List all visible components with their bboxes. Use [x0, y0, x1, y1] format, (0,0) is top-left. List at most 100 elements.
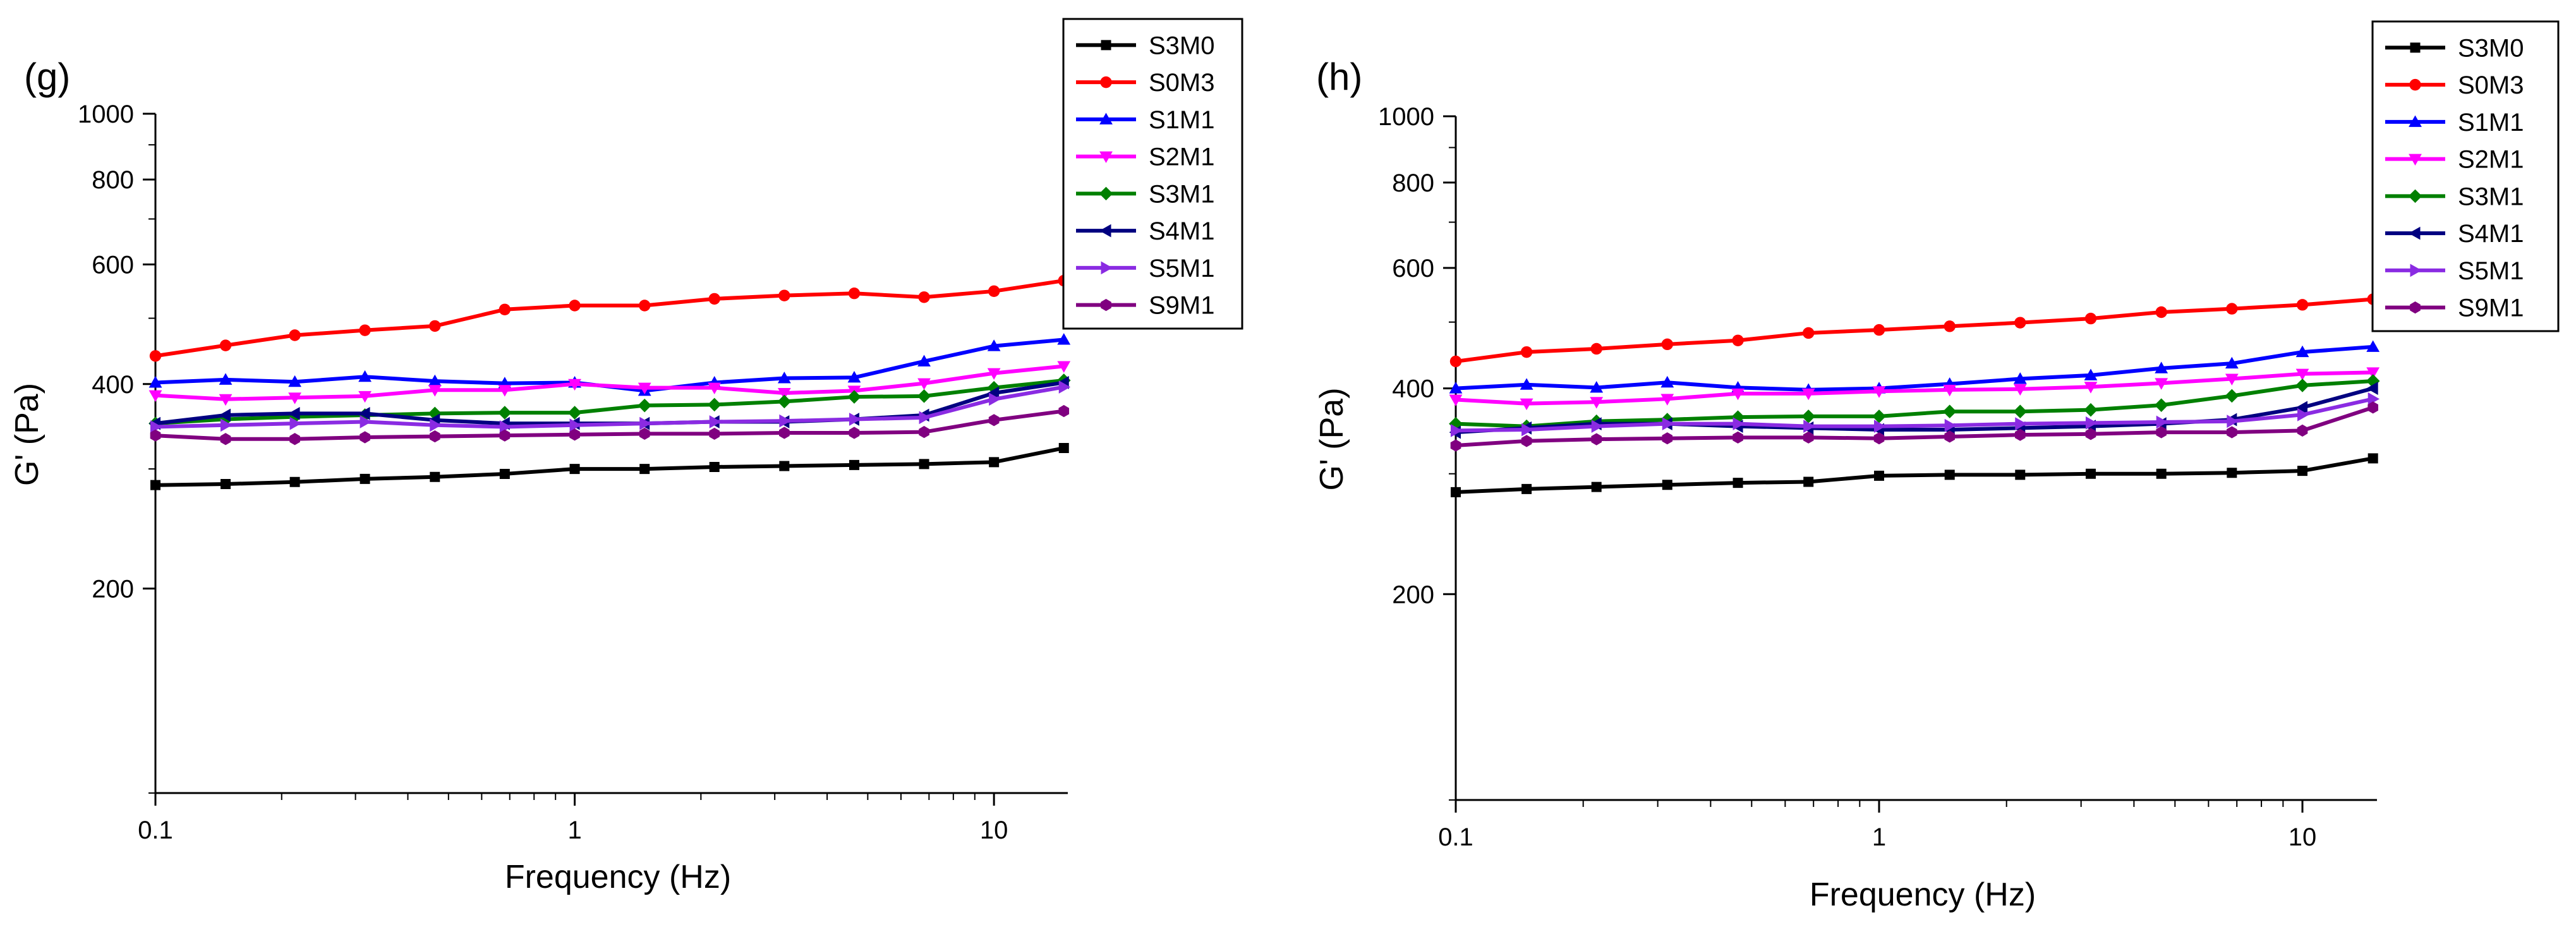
data-point — [918, 291, 930, 303]
legend-label-s3m0: S3M0 — [1149, 32, 1215, 59]
data-point — [1731, 388, 1745, 401]
data-point — [429, 320, 441, 332]
data-point — [150, 420, 162, 433]
data-point — [2295, 379, 2309, 392]
data-point — [499, 303, 511, 316]
legend-label-s5m1: S5M1 — [1149, 255, 1215, 282]
data-point — [499, 468, 510, 479]
y-tick-label: 800 — [92, 166, 134, 194]
data-point — [777, 372, 791, 384]
data-point — [1521, 483, 1532, 494]
data-point — [2084, 368, 2098, 380]
data-point — [429, 430, 440, 443]
data-point — [219, 373, 233, 385]
series-line — [1455, 379, 2373, 428]
data-point — [150, 429, 161, 442]
data-point — [849, 413, 861, 426]
data-point — [1943, 384, 1957, 397]
data-point — [2366, 340, 2380, 352]
y-tick-label: 1000 — [78, 100, 134, 128]
data-point — [569, 428, 580, 441]
data-point — [987, 386, 1000, 400]
panel-g: 0.1 1 10 200 400 600 800 1000 Frequency (Hz) G' (… — [9, 18, 1243, 895]
data-point — [2295, 345, 2309, 358]
data-point — [1944, 470, 1955, 480]
data-point — [709, 427, 720, 440]
data-point — [1449, 382, 1463, 394]
data-point — [219, 339, 232, 351]
data-point — [1874, 420, 1886, 433]
data-point — [289, 329, 301, 341]
y-tick-label: 400 — [1392, 375, 1434, 403]
data-point — [1732, 417, 1745, 431]
data-point — [1449, 355, 1462, 368]
data-point — [1520, 346, 1533, 358]
legend-swatch-marker — [2408, 189, 2422, 203]
data-point — [1944, 418, 1957, 432]
data-point — [358, 391, 372, 403]
data-point — [1803, 327, 1815, 339]
legend-label-s1m1: S1M1 — [1149, 106, 1215, 134]
series-s3m0 — [150, 443, 1069, 490]
data-point — [499, 429, 511, 442]
data-point — [989, 392, 1001, 406]
data-point — [1520, 398, 1533, 411]
data-point — [150, 480, 160, 490]
legend-swatch-marker — [2410, 301, 2421, 314]
data-point — [1872, 386, 1886, 398]
data-point — [2015, 417, 2027, 431]
data-point — [1732, 334, 1744, 346]
legend-label-s5m1: S5M1 — [2458, 257, 2524, 285]
legend-label-s4m1: S4M1 — [2458, 220, 2524, 248]
data-point — [1660, 375, 1674, 388]
data-point — [360, 473, 370, 484]
series-line — [155, 279, 1065, 358]
data-point — [2154, 398, 2168, 412]
legend-label-s3m1: S3M1 — [1149, 180, 1215, 208]
data-point — [1590, 342, 1602, 355]
data-point — [2225, 356, 2239, 369]
data-point — [987, 368, 1001, 380]
series-s2m1 — [1449, 367, 2380, 411]
y-tick-label: 400 — [92, 371, 134, 399]
series-line — [1455, 406, 2374, 447]
panel-label: (h) — [1316, 56, 1362, 98]
series-s0m3 — [1449, 293, 2379, 368]
data-point — [1590, 397, 1604, 409]
data-point — [2155, 306, 2167, 318]
data-point — [1057, 361, 1071, 373]
data-point — [1801, 388, 1815, 401]
data-point — [1732, 431, 1743, 444]
legend-swatch-marker — [1101, 299, 1111, 312]
data-point — [1873, 432, 1885, 445]
data-point — [2084, 312, 2097, 325]
data-point — [221, 479, 231, 490]
data-point — [847, 390, 861, 404]
series-line — [155, 409, 1065, 441]
legend-label-s1m1: S1M1 — [2458, 109, 2524, 136]
data-point — [2366, 382, 2378, 395]
data-point — [1732, 478, 1743, 488]
x-tick-label: 0.1 — [1438, 823, 1473, 851]
y-tick-label: 600 — [1392, 255, 1434, 282]
data-point — [708, 382, 722, 395]
data-point — [779, 414, 791, 428]
legend-box — [1062, 18, 1243, 330]
data-point — [1801, 409, 1816, 423]
legend-swatch-marker — [2409, 115, 2422, 127]
data-point — [358, 406, 370, 420]
series-line — [1455, 297, 2373, 363]
legend-swatch-marker — [2409, 226, 2421, 240]
data-point — [778, 289, 790, 301]
series-line — [155, 379, 1065, 426]
series-s3m0 — [1451, 453, 2378, 497]
data-point — [149, 350, 162, 362]
legend-swatch-marker — [1101, 261, 1113, 275]
data-point — [2367, 453, 2378, 464]
series-s5m1 — [1451, 392, 2380, 437]
series-line — [1455, 370, 2373, 406]
data-point — [2014, 428, 2026, 441]
data-point — [708, 293, 720, 305]
x-axis-title: Frequency (Hz) — [1810, 876, 2036, 913]
data-point — [2014, 317, 2026, 329]
